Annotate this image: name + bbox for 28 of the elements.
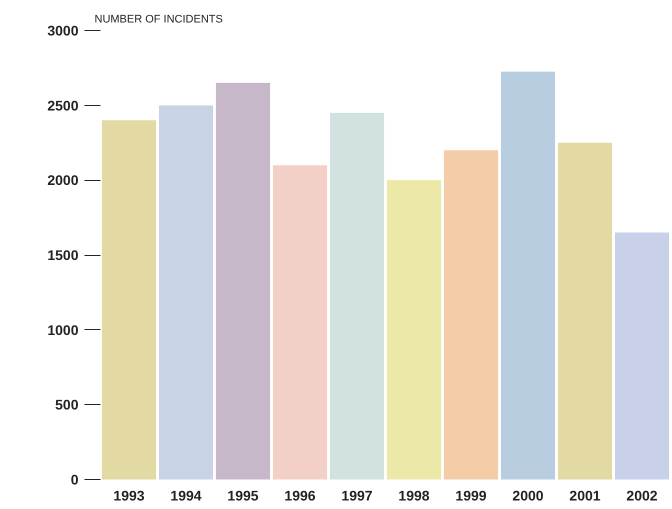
x-tick-label: 1998 bbox=[398, 488, 430, 504]
bar bbox=[330, 112, 384, 480]
x-tick-label: 1994 bbox=[170, 488, 202, 504]
y-tick-label: 3000 bbox=[47, 22, 79, 38]
bar bbox=[158, 105, 214, 480]
y-tick-label: 0 bbox=[70, 472, 79, 488]
x-tick-label: 1995 bbox=[227, 488, 259, 504]
bar bbox=[216, 82, 270, 480]
bar bbox=[272, 165, 328, 480]
bar bbox=[500, 72, 556, 480]
x-tick-label: 1999 bbox=[455, 488, 487, 504]
y-tick-label: 2500 bbox=[47, 97, 79, 114]
y-tick-label: 1000 bbox=[47, 322, 79, 338]
x-tick-label: 2002 bbox=[626, 488, 658, 504]
y-axis-title: NUMBER OF INCIDENTS bbox=[94, 14, 223, 26]
x-tick-label: 1996 bbox=[284, 488, 316, 504]
bar bbox=[614, 232, 670, 480]
bar bbox=[558, 142, 612, 480]
x-tick-label: 2000 bbox=[512, 488, 544, 504]
bar bbox=[386, 180, 442, 480]
y-tick-label: 2000 bbox=[47, 172, 79, 188]
y-tick-label: 500 bbox=[55, 396, 79, 413]
y-tick-label: 1500 bbox=[47, 247, 79, 263]
x-tick-label: 1993 bbox=[113, 488, 145, 504]
x-tick-label: 2001 bbox=[569, 488, 601, 504]
bar bbox=[102, 120, 156, 480]
bar bbox=[444, 150, 498, 480]
x-tick-label: 1997 bbox=[341, 488, 373, 504]
